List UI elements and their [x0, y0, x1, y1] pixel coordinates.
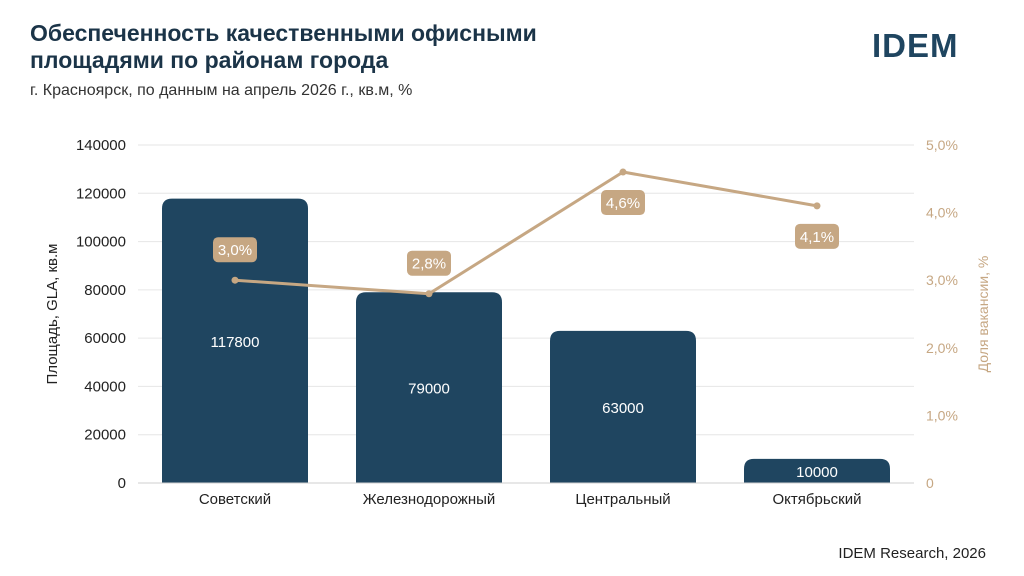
chart-title: Обеспеченность качественными офисными пл… — [30, 20, 537, 73]
vacancy-value-label: 4,6% — [606, 195, 640, 212]
vacancy-label-box — [601, 190, 645, 216]
idem-logo: IDEM — [872, 27, 959, 64]
chart-subtitle: г. Красноярск, по данным на апрель 2026 … — [30, 82, 413, 99]
y2-tick-label: 4,0% — [926, 205, 958, 221]
bar-value-label: 10000 — [796, 464, 838, 481]
bar-value-label: 79000 — [408, 381, 450, 398]
vacancy-label-box — [407, 250, 451, 276]
y-tick-label: 60000 — [84, 330, 126, 347]
bar — [356, 292, 502, 483]
vacancy-line — [234, 170, 818, 296]
source-note: IDEM Research, 2026 — [838, 545, 986, 562]
bar — [744, 458, 890, 483]
x-tick-label: Железнодорожный — [363, 491, 496, 508]
vacancy-point — [813, 202, 821, 210]
bar-value-label: 117800 — [211, 334, 260, 351]
x-tick-label: Советский — [199, 491, 271, 508]
bar-value-label: 63000 — [602, 400, 644, 417]
x-tick-label: Центральный — [575, 491, 670, 508]
vacancy-value-label: 3,0% — [218, 242, 252, 259]
x-tick-label: Октябрьский — [773, 491, 862, 508]
vacancy-point — [425, 290, 433, 298]
bar — [550, 330, 696, 483]
vacancy-label-box — [795, 223, 839, 249]
y2-tick-label: 0 — [926, 475, 934, 491]
vacancy-value-label: 2,8% — [412, 256, 446, 273]
vacancy-point — [231, 276, 239, 284]
y-tick-label: 0 — [118, 475, 126, 492]
vacancy-label-box — [213, 237, 257, 263]
y-tick-label: 20000 — [84, 427, 126, 444]
vacancy-point — [619, 168, 627, 176]
y2-axis-label: Доля вакансии, % — [975, 256, 991, 373]
y2-tick-label: 3,0% — [926, 272, 958, 288]
vacancy-value-label: 4,1% — [800, 229, 834, 246]
y2-tick-label: 2,0% — [926, 340, 958, 356]
y2-tick-label: 5,0% — [926, 137, 958, 153]
y2-tick-label: 1,0% — [926, 407, 958, 423]
bar — [162, 198, 308, 483]
y-tick-label: 40000 — [84, 378, 126, 395]
y-axis-label: Площадь, GLA, кв.м — [44, 244, 61, 385]
y-tick-label: 80000 — [84, 282, 126, 299]
y-tick-label: 100000 — [76, 234, 126, 251]
y-tick-label: 140000 — [76, 137, 126, 154]
y-tick-label: 120000 — [76, 185, 126, 202]
